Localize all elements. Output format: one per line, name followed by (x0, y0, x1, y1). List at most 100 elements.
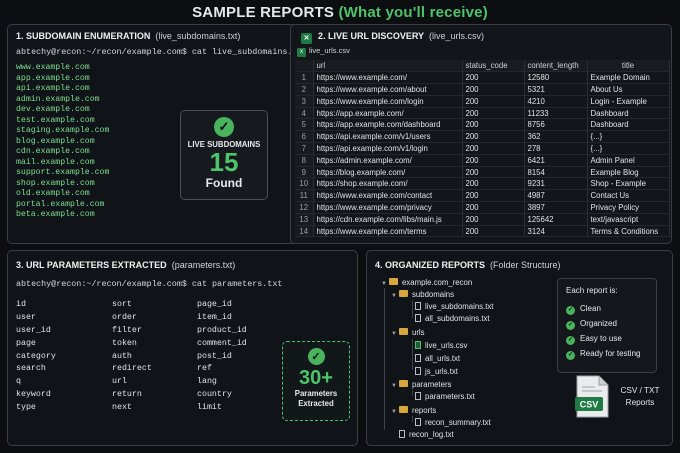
parameter-item: url (112, 377, 127, 387)
table-row[interactable]: 10 https://shop.example.com/200 9231 Shop -… (295, 177, 670, 191)
parameter-item: auth (112, 351, 132, 361)
chevron-down-icon: ▼ (391, 409, 397, 415)
table-cell: 3124 (524, 225, 588, 238)
tree-folder-subdomains[interactable]: ▼ subdomains (391, 289, 454, 300)
tree-file[interactable]: parameters.txt (415, 391, 475, 402)
row-number: 1 (295, 71, 314, 85)
tree-file[interactable]: recon_summary.txt (415, 417, 491, 428)
table-row[interactable]: 4 https://app.example.com/200 11233 Dashboa… (295, 107, 670, 120)
csv-file-icon: CSV (575, 375, 609, 418)
table-cell: 125642 (524, 213, 588, 226)
parameters-panel: 3. URL PARAMETERS EXTRACTED (parameters.… (7, 250, 358, 446)
param-column-3: page_id item_id product_id comment_id post_i… (197, 299, 247, 415)
sheet-tab[interactable]: x live_urls.csv (295, 46, 350, 58)
table-row[interactable]: 9 https://blog.example.com/200 8154 Example… (295, 166, 670, 179)
tree-file[interactable]: live_urls.csv (415, 340, 467, 351)
excel-icon: ✕ (301, 33, 312, 44)
table-cell: Dashboard (587, 118, 670, 132)
table-row[interactable]: 12 https://www.example.com/privacy 200 3897… (295, 201, 670, 214)
table-row[interactable]: 6 https://api.example.com/v1/users 200 362{… (295, 130, 670, 144)
tree-file[interactable]: all_subdomains.txt (415, 313, 490, 324)
table-row[interactable]: 13 https://cdn.example.com/libs/main.js 20… (295, 213, 670, 226)
excel-icon: x (297, 48, 306, 57)
panel-header: 4. ORGANIZED REPORTS (Folder Structure) (375, 260, 561, 270)
table-cell: https://api.example.com/v1/login (313, 142, 463, 155)
table-row[interactable]: 5 https://app.example.com/dashboard 200 875… (295, 118, 670, 132)
row-number: 4 (295, 107, 314, 120)
row-number: 6 (295, 130, 314, 144)
file-icon (415, 418, 421, 426)
subdomain-item: beta.example.com (16, 210, 95, 219)
list-item: ✓ Clean (566, 304, 601, 315)
table-cell: https://www.example.com/ (313, 71, 463, 85)
subdomain-item: admin.example.com (16, 94, 100, 104)
table-row[interactable]: 7 https://api.example.com/v1/login 200 278{… (295, 142, 670, 155)
param-column-1: id user user_id page category search q keyword t… (16, 299, 56, 415)
parameters-card: ✓ 30+ Parameters Extracted (282, 341, 350, 421)
table-cell: https://cdn.example.com/libs/main.js (313, 213, 463, 226)
table-row[interactable]: 2 https://www.example.com/about 200 5321 Abo… (295, 83, 670, 96)
table-cell: 5321 (524, 83, 588, 96)
row-number: 13 (295, 213, 314, 226)
subdomain-item: staging.example.com (16, 126, 110, 135)
list-item: ✓ Ready for testing (566, 349, 641, 360)
table-row[interactable]: 14 https://www.example.com/terms 200 3124 Te… (295, 225, 670, 238)
table-row[interactable]: 1 https://www.example.com/200 12580 Example… (295, 71, 670, 85)
parameter-item: filter (112, 325, 142, 335)
file-icon (415, 354, 421, 362)
table-cell: 4987 (524, 189, 588, 203)
table-cell: https://api.example.com/v1/users (313, 130, 463, 144)
table-cell: 200 (462, 130, 525, 144)
chevron-down-icon: ▼ (391, 293, 397, 299)
parameter-item: type (16, 403, 36, 413)
tree-file[interactable]: js_urls.txt (415, 366, 458, 377)
tree-folder-reports[interactable]: ▼ reports (391, 405, 436, 416)
check-icon: ✓ (307, 348, 325, 365)
tree-file[interactable]: all_urls.txt (415, 353, 460, 364)
table-cell: 6421 (524, 154, 588, 167)
table-cell: text/javascript (587, 213, 670, 226)
row-number: 5 (295, 118, 314, 132)
panel-header: ✕ 2. LIVE URL DISCOVERY (live_urls.csv) (301, 31, 484, 44)
chevron-down-icon: ▼ (381, 281, 387, 287)
subdomain-item: shop.example.com (16, 178, 95, 188)
table-cell: 200 (462, 213, 525, 226)
parameter-item: product_id (197, 325, 247, 335)
panel-header: 1. SUBDOMAIN ENUMERATION (live_subdomain… (16, 31, 241, 41)
table-cell: Example Blog (587, 166, 670, 179)
table-cell: Privacy Policy (587, 201, 670, 214)
table-cell: 200 (462, 166, 525, 179)
table-cell: Terms & Conditions (587, 225, 670, 238)
terminal-command: abtechy@recon:~/recon/example.com$ cat p… (16, 279, 283, 289)
url-discovery-panel: ✕ 2. LIVE URL DISCOVERY (live_urls.csv) x… (290, 24, 672, 244)
tree-folder-urls[interactable]: ▼ urls (391, 327, 425, 338)
parameter-item: post_id (197, 351, 232, 361)
page-title: SAMPLE REPORTS (What you'll receive) (192, 4, 488, 21)
parameter-item: lang (197, 377, 217, 387)
parameter-item: user_id (16, 325, 51, 335)
folder-icon (399, 328, 408, 335)
parameter-item: country (197, 390, 232, 400)
file-icon (415, 392, 421, 400)
tree-folder-parameters[interactable]: ▼ parameters (391, 379, 451, 390)
table-cell: 200 (462, 154, 525, 167)
table-cell: 200 (462, 118, 525, 132)
file-icon (399, 430, 405, 438)
tree-file[interactable]: live_subdomains.txt (415, 301, 493, 312)
csv-file-icon (415, 341, 421, 349)
table-cell: {...} (587, 142, 670, 155)
parameter-item: order (112, 312, 137, 322)
table-cell: Login - Example (587, 95, 670, 108)
table-row[interactable]: 3 https://www.example.com/login 200 4210 Log… (295, 95, 670, 108)
panel-header: 3. URL PARAMETERS EXTRACTED (parameters.… (16, 260, 236, 270)
subdomain-item: cdn.example.com (16, 147, 90, 156)
parameter-item: page (16, 338, 36, 348)
table-row[interactable]: 11 https://www.example.com/contact 200 4987… (295, 189, 670, 203)
table-row[interactable]: 8 https://admin.example.com/200 6421 Admin … (295, 154, 670, 167)
param-column-2: sort order filter token auth redirect url retur… (112, 299, 152, 415)
table-cell: 200 (462, 71, 525, 85)
parameter-item: q (16, 377, 21, 387)
reports-panel: 4. ORGANIZED REPORTS (Folder Structure) … (366, 250, 673, 446)
tree-root[interactable]: ▼ example.com_recon (381, 277, 472, 288)
tree-file[interactable]: recon_log.txt (399, 429, 454, 440)
